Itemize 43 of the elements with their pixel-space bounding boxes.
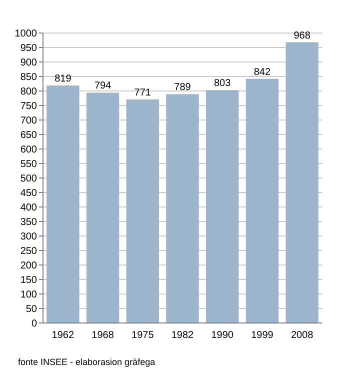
- bar: [126, 99, 159, 323]
- data-label: 794: [94, 80, 112, 92]
- y-tick-label: 950: [20, 43, 38, 54]
- y-tick-label: 150: [20, 275, 38, 286]
- y-tick-label: 0: [31, 318, 38, 330]
- data-label: 789: [174, 82, 192, 94]
- y-tick-label: 700: [20, 116, 38, 126]
- y-tick-label: 350: [20, 217, 38, 228]
- y-tick-label: 900: [20, 58, 38, 68]
- y-tick-label: 750: [20, 101, 38, 112]
- y-tick-label: 800: [20, 86, 38, 98]
- data-label: 803: [214, 78, 232, 90]
- y-tick-label: 250: [20, 246, 38, 257]
- x-tick-label: 1999: [251, 330, 274, 341]
- y-tick-label: 500: [20, 174, 38, 184]
- y-tick-label: 50: [26, 304, 38, 315]
- bar: [206, 90, 239, 323]
- y-tick-label: 600: [20, 144, 38, 156]
- source-note: fonte INSEE - elaborasion gràfega: [18, 357, 156, 367]
- bar: [166, 94, 199, 323]
- bar: [286, 42, 318, 323]
- y-tick-label: 450: [20, 188, 38, 199]
- y-tick-label: 850: [20, 72, 38, 83]
- bar: [246, 78, 279, 323]
- y-tick-label: 200: [20, 260, 38, 272]
- x-tick-label: 1962: [52, 330, 74, 341]
- y-tick-label: 1000: [14, 28, 38, 40]
- bar: [86, 92, 120, 323]
- y-tick-label: 300: [20, 232, 38, 242]
- y-tick-label: 400: [20, 202, 38, 214]
- x-tick-label: 1968: [92, 330, 114, 341]
- x-tick-label: 1990: [211, 330, 234, 341]
- bar: [46, 85, 80, 323]
- x-tick-label: 1982: [171, 330, 194, 341]
- y-tick-label: 650: [20, 130, 38, 141]
- data-label: 968: [294, 30, 311, 42]
- y-tick-label: 550: [20, 159, 38, 170]
- data-label: 842: [254, 66, 271, 78]
- y-tick-label: 100: [20, 290, 38, 300]
- data-label: 819: [54, 73, 72, 84]
- x-tick-label: 1975: [132, 330, 154, 341]
- x-tick-label: 2008: [290, 330, 314, 341]
- data-label: 771: [134, 87, 152, 98]
